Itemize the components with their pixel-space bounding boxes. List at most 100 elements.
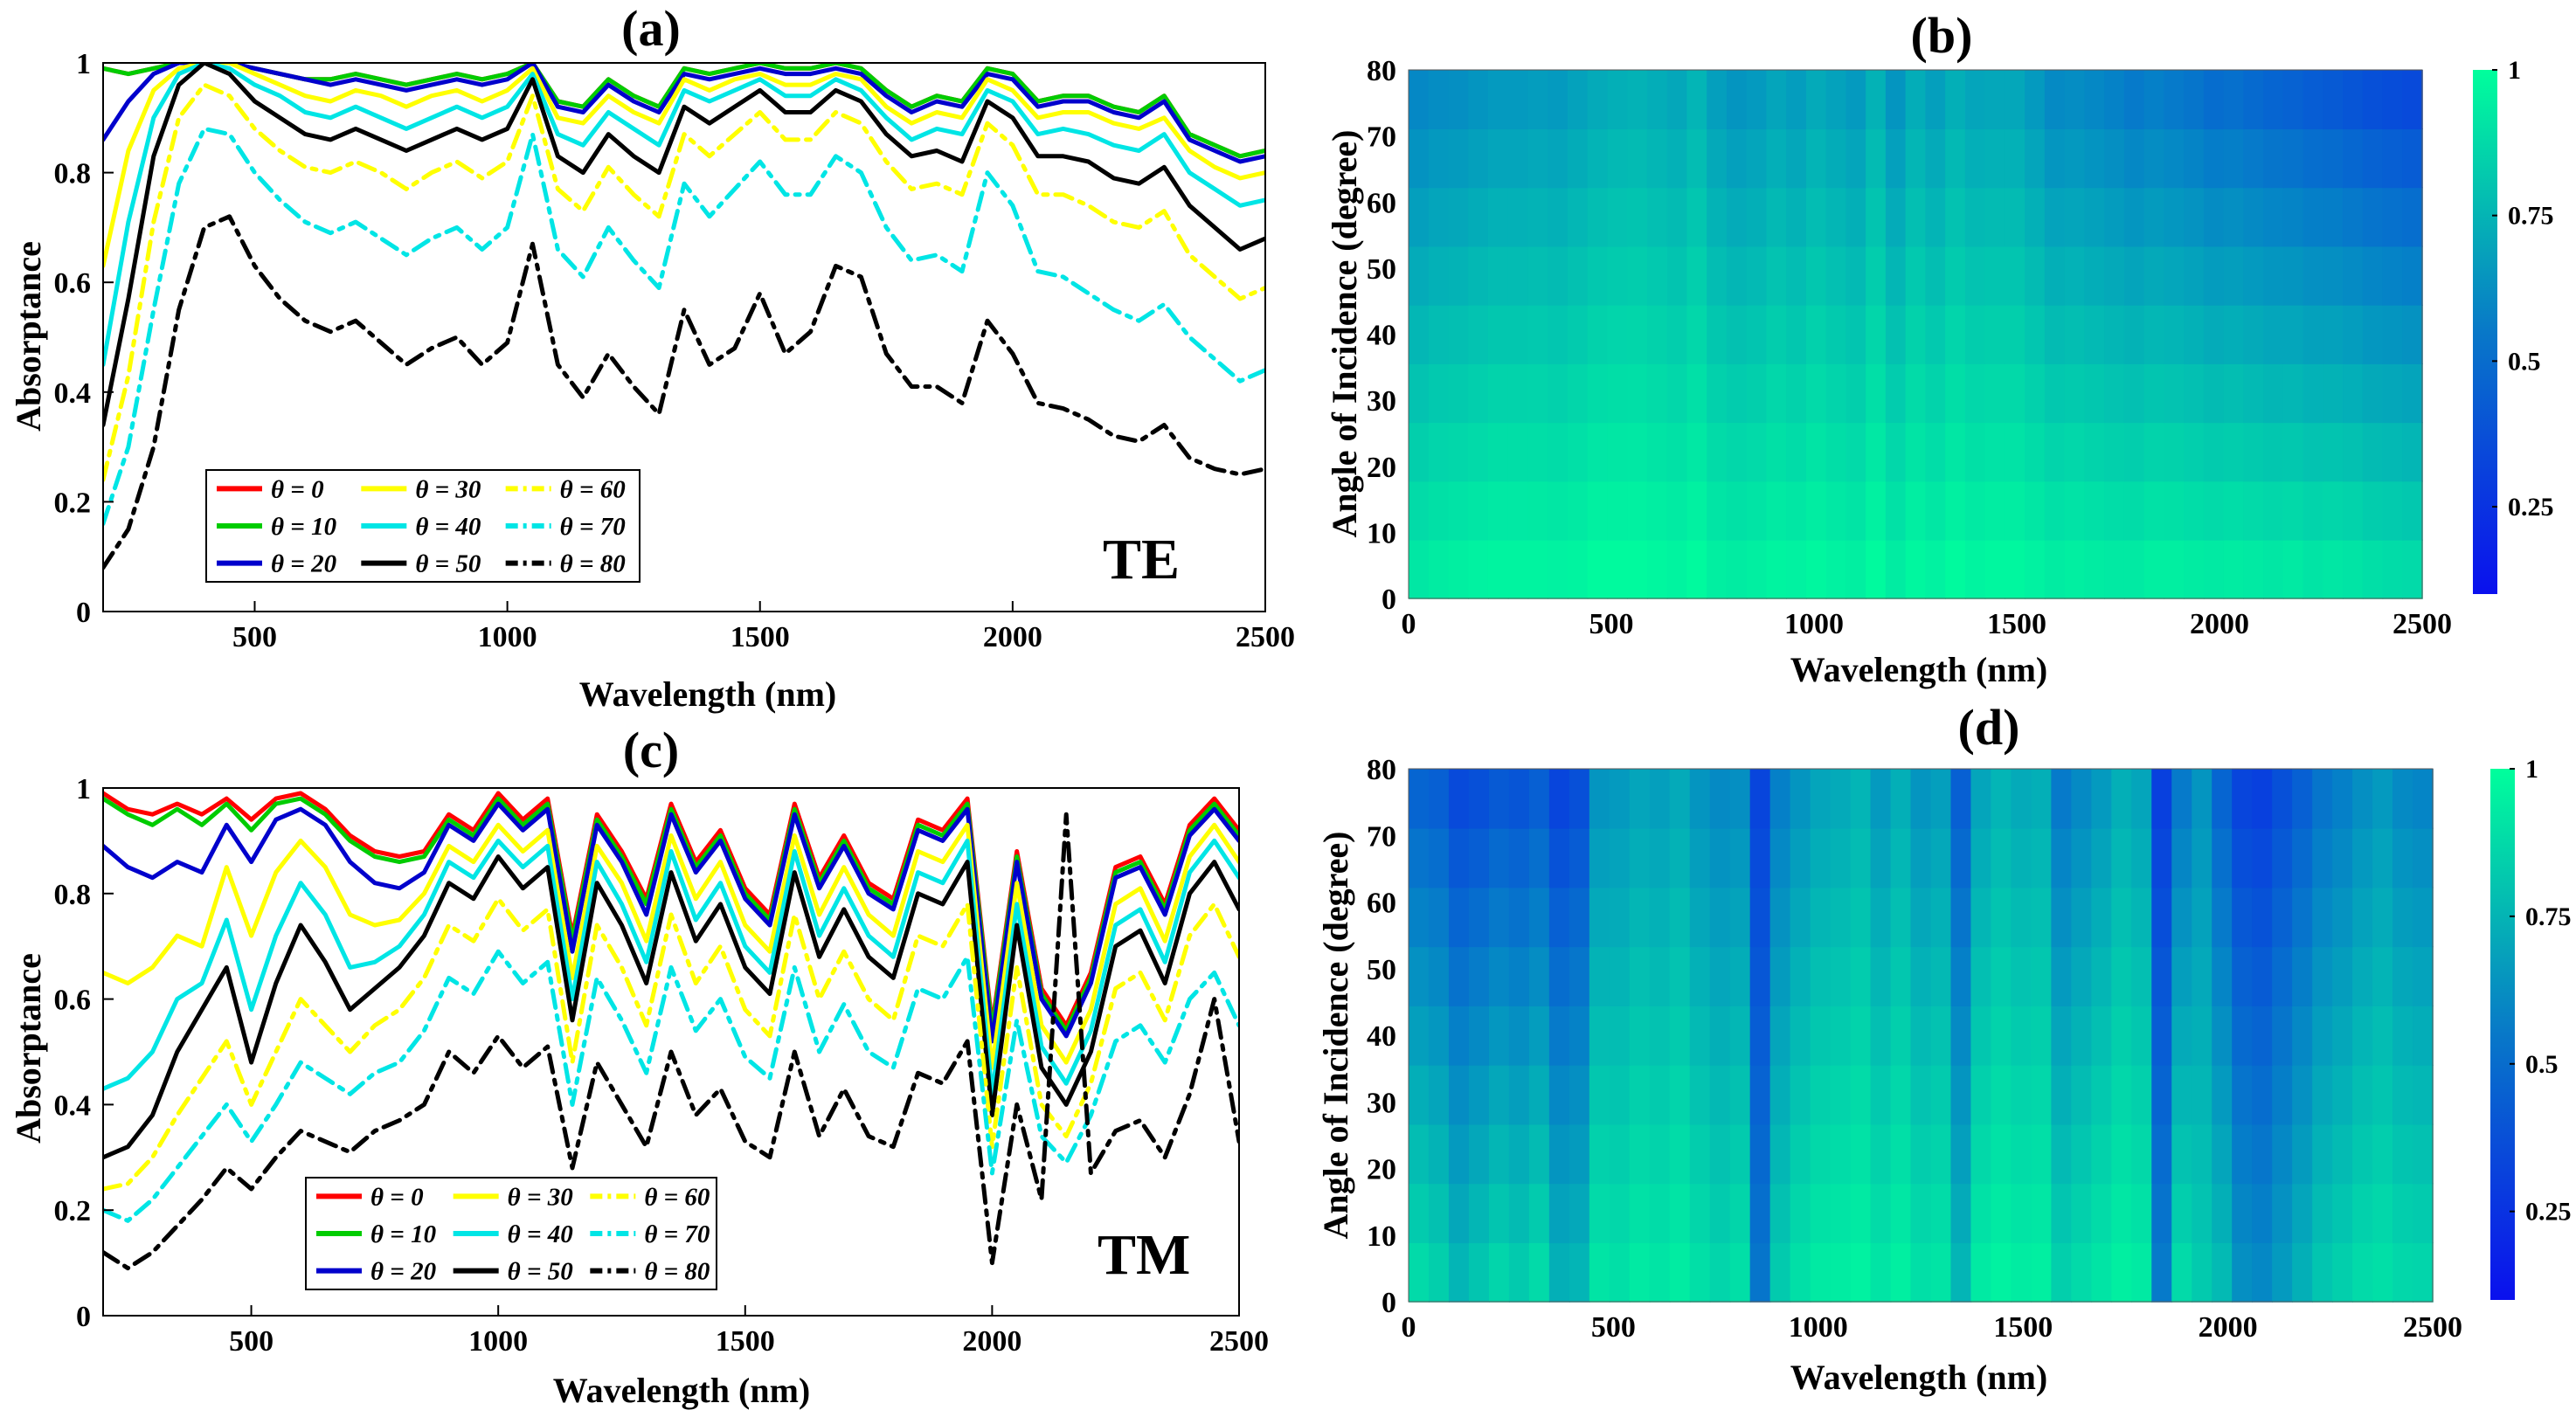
panel-b-heat-cell — [1825, 422, 1847, 482]
panel-b-heat-cell — [1487, 128, 1509, 189]
panel-d-heat-cell — [1910, 769, 1932, 829]
panel-d-heat-cell — [1649, 1006, 1671, 1066]
panel-b-heat-cell — [1627, 363, 1648, 424]
panel-b-heat-cell — [1507, 304, 1529, 364]
panel-d-heat-cell — [2352, 1064, 2373, 1125]
panel-d-heat-cell — [2332, 1123, 2353, 1185]
panel-b-heat-cell — [2025, 480, 2046, 541]
panel-d-heat-cell — [1589, 887, 1610, 948]
panel-b-heat-cell — [2064, 539, 2086, 599]
panel-b-heat-cell — [2323, 480, 2344, 541]
panel-b-heat-cell — [1726, 187, 1748, 247]
panel-b-heat-cell — [2025, 539, 2046, 599]
panel-d-heat-cell — [2192, 946, 2213, 1006]
panel-b-heat-cell — [2343, 187, 2364, 247]
panel-b-heat-cell — [2323, 70, 2344, 130]
panel-c-tm-absorptance: (c) 500 1000 1500 2000 2500 0 0.2 0.4 0.6 0.8 1 Wa… — [9, 722, 1269, 1410]
panel-b-heat-cell — [2382, 304, 2404, 364]
panel-b-heat-cell — [1845, 187, 1866, 247]
panel-d-heat-cell — [2071, 769, 2093, 829]
panel-b-heat-cell — [1527, 480, 1549, 541]
panel-b-heat-cell — [1607, 422, 1628, 482]
panel-d-heat-cell — [2131, 946, 2153, 1006]
panel-b-heat-cell — [2382, 480, 2404, 541]
panel-d-heat-cell — [2312, 887, 2333, 948]
panel-d-heat-cell — [1769, 887, 1791, 948]
panel-d-ytick-label: 50 — [1367, 954, 1396, 986]
panel-b-heat-cell — [1786, 128, 1807, 189]
panel-c-ytick-label: 0.8 — [54, 879, 92, 911]
panel-b-heat-cell — [1567, 480, 1589, 541]
panel-b-heat-cell — [1409, 70, 1430, 130]
panel-d-heat-cell — [1689, 827, 1711, 888]
panel-d-heat-cell — [1850, 946, 1872, 1006]
panel-b-heat-cell — [2164, 480, 2185, 541]
panel-b-heat-cell — [1448, 187, 1470, 247]
panel-b-heat-cell — [1607, 304, 1628, 364]
panel-d-heat-cell — [1568, 1242, 1590, 1303]
panel-b-heat-cell — [1409, 480, 1430, 541]
panel-b-te-heatmap: (b) 0 500 1000 1500 2000 2500 0 10 20 30 40 50 60 70 8… — [1325, 7, 2554, 689]
panel-b-heat-cell — [2263, 70, 2284, 130]
panel-d-heat-cell — [1629, 1006, 1651, 1066]
panel-b-heat-cell — [2302, 128, 2324, 189]
panel-d-heat-cell — [1810, 1006, 1832, 1066]
panel-d-heat-cell — [2171, 1064, 2193, 1125]
panel-d-heat-cell — [2292, 1242, 2313, 1303]
panel-b-heat-cell — [2223, 245, 2245, 306]
panel-b-heat-cell — [1409, 539, 1430, 599]
panel-b-heat-cell — [1786, 245, 1807, 306]
panel-b-heat-cell — [2243, 128, 2264, 189]
panel-d-colorbar-tick-label: 1 — [2525, 755, 2538, 784]
panel-b-heat-cell — [2402, 480, 2423, 541]
panel-b-heat-cell — [2203, 539, 2225, 599]
panel-d-heat-cell — [1428, 1242, 1450, 1303]
panel-b-heat-cell — [1567, 70, 1589, 130]
panel-b-heat-cell — [1587, 422, 1609, 482]
panel-d-heat-cell — [2131, 1242, 2153, 1303]
panel-b-heat-cell — [2243, 70, 2264, 130]
panel-d-heat-cell — [1850, 1006, 1872, 1066]
panel-d-heat-cell — [2372, 1242, 2393, 1303]
panel-b-heat-cell — [2164, 245, 2185, 306]
panel-b-colorbar — [2473, 70, 2497, 594]
panel-b-heat-cell — [1487, 363, 1509, 424]
panel-b-heat-cell — [1409, 187, 1430, 247]
panel-b-heat-cell — [1925, 480, 1946, 541]
panel-b-heat-cell — [2025, 422, 2046, 482]
panel-a-title: (a) — [621, 0, 681, 57]
panel-d-heat-cell — [2051, 769, 2073, 829]
panel-d-heat-cell — [1810, 946, 1832, 1006]
panel-d-heat-cell — [2352, 769, 2373, 829]
panel-b-heat-cell — [2084, 245, 2105, 306]
panel-d-heat-cell — [1709, 1064, 1731, 1125]
panel-d-heat-cell — [2272, 1183, 2293, 1244]
panel-d-heat-cell — [2392, 1064, 2413, 1125]
panel-b-heat-cell — [2104, 245, 2125, 306]
panel-b-heat-cell — [2402, 422, 2423, 482]
panel-b-heat-cell — [2084, 422, 2105, 482]
panel-b-heat-cell — [2382, 539, 2404, 599]
panel-b-heat-cell — [1548, 480, 1568, 541]
panel-d-heat-cell — [2413, 827, 2434, 888]
panel-b-heat-cell — [1766, 304, 1787, 364]
panel-b-heat-cell — [2064, 128, 2086, 189]
panel-a-ytick-label: 0.8 — [54, 158, 92, 190]
panel-b-heat-cell — [1945, 363, 1966, 424]
panel-d-heat-cell — [1810, 1242, 1832, 1303]
panel-d-heat-cell — [1508, 1006, 1530, 1066]
panel-b-heat-cell — [2362, 480, 2384, 541]
panel-d-heat-cell — [1649, 1064, 1671, 1125]
panel-b-heat-cell — [2343, 70, 2364, 130]
panel-b-heatmap — [1409, 70, 2423, 599]
panel-d-heat-cell — [1910, 887, 1932, 948]
panel-b-heat-cell — [2164, 187, 2185, 247]
panel-b-heat-cell — [1825, 245, 1847, 306]
panel-b-heat-cell — [2104, 304, 2125, 364]
panel-b-heat-cell — [2064, 70, 2086, 130]
panel-d-heat-cell — [1749, 1242, 1771, 1303]
panel-b-heat-cell — [2025, 304, 2046, 364]
panel-b-heat-cell — [2184, 128, 2205, 189]
panel-d-heat-cell — [1769, 769, 1791, 829]
panel-b-heat-cell — [1925, 422, 1946, 482]
